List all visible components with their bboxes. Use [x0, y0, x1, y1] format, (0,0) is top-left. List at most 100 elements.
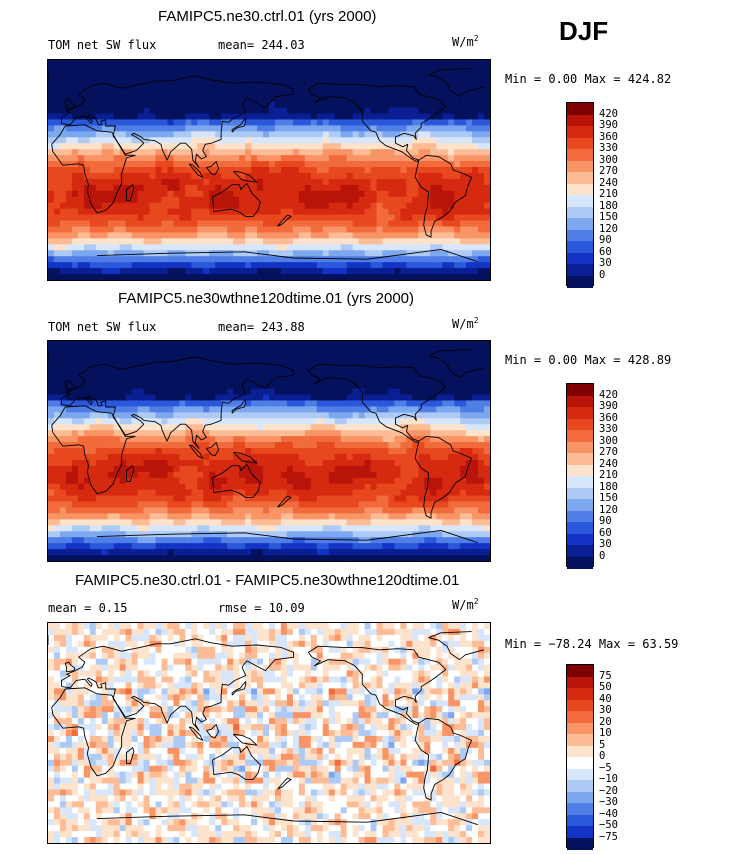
field-cell [400, 465, 407, 473]
field-cell [346, 489, 354, 497]
field-cell [53, 113, 61, 120]
field-cell [304, 250, 312, 257]
field-cell [143, 274, 151, 280]
field-cell [286, 113, 294, 120]
field-cell [221, 507, 228, 514]
field-cell [310, 507, 318, 514]
field-cell [400, 370, 407, 378]
field-cell [48, 71, 55, 79]
field-cell [185, 465, 192, 473]
field-cell [131, 400, 139, 407]
field-cell [352, 202, 360, 210]
field-cell [424, 250, 431, 257]
field-cell [436, 442, 443, 449]
field-cell [430, 65, 437, 73]
field-cell [137, 477, 145, 485]
field-cell [286, 89, 294, 97]
field-cell [161, 477, 168, 485]
field-cell [436, 501, 443, 508]
field-cell [53, 388, 61, 396]
field-cell [185, 250, 192, 257]
field-cell [466, 448, 473, 455]
field-cell [209, 501, 216, 508]
field-cell [394, 161, 401, 168]
field-cell [424, 442, 431, 449]
field-cell [286, 107, 294, 115]
panel-1-variable-label: TOM net SW flux [48, 38, 157, 52]
field-cell [394, 60, 401, 67]
field-cell [322, 513, 330, 520]
field-cell [221, 202, 228, 210]
field-cell [227, 143, 234, 150]
field-cell [304, 262, 312, 269]
field-cell [358, 424, 366, 431]
field-cell [125, 220, 133, 227]
field-cell [125, 418, 133, 425]
field-cell [269, 341, 276, 348]
field-cell [95, 89, 103, 97]
field-cell [77, 430, 85, 437]
field-cell [179, 220, 186, 227]
field-cell [418, 101, 425, 109]
field-cell [245, 119, 252, 126]
field-cell [89, 448, 97, 455]
field-cell [263, 220, 270, 227]
field-cell [466, 113, 473, 120]
field-cell [466, 376, 473, 384]
field-cell [59, 436, 67, 443]
field-cell [352, 178, 360, 186]
field-cell [412, 250, 419, 257]
field-cell [358, 143, 366, 150]
field-cell [131, 143, 139, 150]
field-cell [65, 341, 73, 348]
field-cell [364, 196, 372, 204]
field-cell [197, 149, 204, 156]
field-cell [137, 495, 145, 503]
field-cell [95, 382, 103, 390]
field-cell [340, 208, 348, 216]
field-cell [251, 167, 258, 174]
field-cell [71, 214, 79, 222]
field-cell [53, 208, 61, 216]
field-cell [394, 143, 401, 150]
field-cell [292, 95, 300, 103]
field-cell [137, 412, 145, 419]
field-cell [382, 161, 389, 168]
field-cell [239, 95, 246, 103]
field-cell [466, 83, 473, 91]
field-cell [71, 418, 79, 425]
field-cell [346, 471, 354, 479]
field-cell [382, 95, 389, 103]
field-cell [185, 358, 192, 366]
field-cell [316, 161, 324, 168]
field-cell [209, 513, 216, 520]
field-cell [251, 513, 258, 520]
field-cell [101, 238, 109, 245]
field-cell [274, 208, 282, 216]
field-cell [221, 125, 228, 132]
field-cell [280, 238, 288, 245]
field-cell [227, 442, 234, 449]
field-cell [143, 65, 151, 73]
field-cell [346, 418, 354, 425]
field-cell [119, 196, 127, 204]
field-cell [251, 471, 258, 479]
field-cell [430, 382, 437, 390]
field-cell [466, 256, 473, 263]
field-cell [95, 465, 103, 473]
field-cell [388, 113, 395, 120]
field-cell [59, 448, 67, 455]
field-cell [388, 232, 395, 239]
field-cell [472, 172, 479, 180]
field-cell [412, 495, 419, 503]
field-cell [83, 172, 91, 180]
field-cell [412, 364, 419, 372]
field-cell [137, 268, 145, 275]
field-cell [394, 208, 401, 216]
field-cell [245, 448, 252, 455]
field-cell [203, 430, 210, 437]
field-cell [274, 60, 282, 67]
field-cell [424, 274, 431, 280]
field-cell [53, 137, 61, 144]
field-cell [197, 471, 204, 479]
